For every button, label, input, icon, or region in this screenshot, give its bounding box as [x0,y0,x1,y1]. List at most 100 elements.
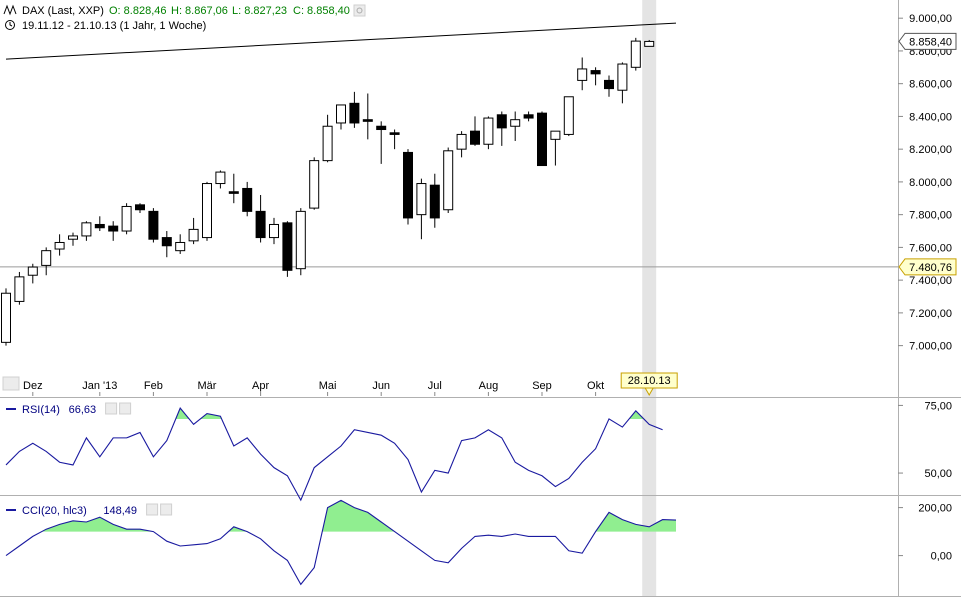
candle-body [362,119,373,122]
cci-axis-tick-label: 0,00 [931,551,952,563]
cci-current-value: 148,49 [103,505,137,517]
rsi-current-value: 66,63 [69,404,97,416]
candle-body [175,241,186,252]
rsi-axis-tick-label: 50,00 [924,468,952,480]
rsi-axis-tick-label: 75,00 [924,400,952,412]
settings-icon[interactable] [353,4,366,17]
candle-body [215,171,226,185]
candle-body [14,276,25,302]
time-axis-label: Sep [532,380,552,392]
candle-body [523,114,534,119]
candle-body [322,125,333,162]
candle-body [295,210,306,270]
candle-body [577,68,588,81]
clock-icon [5,20,15,30]
time-axis-label: Jan '13 [82,380,117,392]
crosshair-price-badge [898,258,957,276]
crosshair-date-label: 28.10.13 [628,375,671,387]
candle-body [68,235,78,240]
candle-body [135,204,145,211]
candle-body [255,210,266,239]
crosshair-band [642,0,657,596]
time-axis-label: Mär [198,380,217,392]
price-axis-tick-label: 8.000,00 [909,177,952,189]
candle-body [1,292,11,343]
trendline [5,22,677,60]
time-axis-label: Jul [428,380,442,392]
candle-body [376,125,387,131]
time-axis-label: Feb [144,380,163,392]
candle-body [108,225,119,232]
cci-panel[interactable]: 200,00 0,00 CCI(20, hlc3) 148,49 [5,499,952,586]
price-axis-tick-label: 8.400,00 [909,111,952,123]
candle-body [403,151,413,219]
candle-body [349,102,360,124]
time-axis-label: Apr [252,380,269,392]
price-axis-tick-label: 7.000,00 [909,341,952,353]
time-axis-label: Dez [23,380,43,392]
candle-body [630,40,641,68]
candle-body [470,130,480,145]
rsi-line [5,407,663,502]
candle-body [537,112,547,167]
last-price-badge [898,32,957,50]
candle-body [27,266,38,276]
candle-body [94,223,105,229]
time-axis-label: Jun [372,380,390,392]
cci-overbought-fill [41,500,676,532]
close-value: C: 8.858,40 [293,5,350,17]
candle-body [41,250,52,266]
price-axis-tick-label: 9.000,00 [909,13,952,25]
candle-body [202,183,212,239]
crosshair-date-pointer [644,387,655,397]
rsi-panel[interactable]: 75,00 50,00 RSI(14) 66,63 [5,400,952,502]
candle-body [188,228,199,242]
last-price-label: 8.858,40 [909,36,952,48]
candle-body [644,40,655,47]
candle-body [336,104,346,124]
time-axis-label: Okt [587,380,604,392]
candle-body [429,184,440,219]
price-axis-tick-label: 7.200,00 [909,308,952,320]
time-axis-label: Mai [319,380,337,392]
candle-body [161,237,172,247]
candle-body [617,63,628,91]
price-axis-tick-label: 7.800,00 [909,210,952,222]
crosshair-price-label: 7.480,76 [909,262,952,274]
candle-body [590,70,601,75]
candle-body [242,187,253,212]
time-axis-scroll-icon [2,376,20,391]
candle-body [309,160,320,209]
time-axis-label: Aug [479,380,499,392]
candle-body [269,223,279,239]
candle-body [54,241,65,250]
candle-body [563,96,574,135]
candle-body [443,150,454,211]
low-value: L: 8.827,23 [232,5,287,17]
rsi-title: RSI(14) [22,404,60,416]
cci-close-icon [160,503,173,516]
price-axis-tick-label: 8.600,00 [909,79,952,91]
cci-line [5,499,677,586]
high-value: H: 8.867,06 [171,5,228,17]
candle-body [604,79,614,90]
candle-body [148,210,159,240]
date-range-label: 19.11.12 - 21.10.13 (1 Jahr, 1 Woche) [22,20,206,32]
candle-body [389,132,400,135]
instrument-label: DAX (Last, XXP) [22,5,104,17]
price-axis-tick-label: 7.600,00 [909,242,952,254]
price-axis-tick-label: 8.200,00 [909,144,952,156]
rsi-close-icon [119,402,132,415]
candle-body [456,133,467,150]
candle-body [550,130,561,140]
open-value: O: 8.828,46 [109,5,167,17]
candle-body [416,183,427,216]
candle-body [228,191,239,194]
price-panel[interactable]: 9.000,008.800,008.600,008.400,008.200,00… [0,13,957,397]
candle-body [496,114,507,129]
cci-axis-tick-label: 200,00 [918,503,952,515]
cci-settings-icon [146,503,159,516]
cci-title: CCI(20, hlc3) [22,505,87,517]
chart-type-icon [3,4,17,16]
